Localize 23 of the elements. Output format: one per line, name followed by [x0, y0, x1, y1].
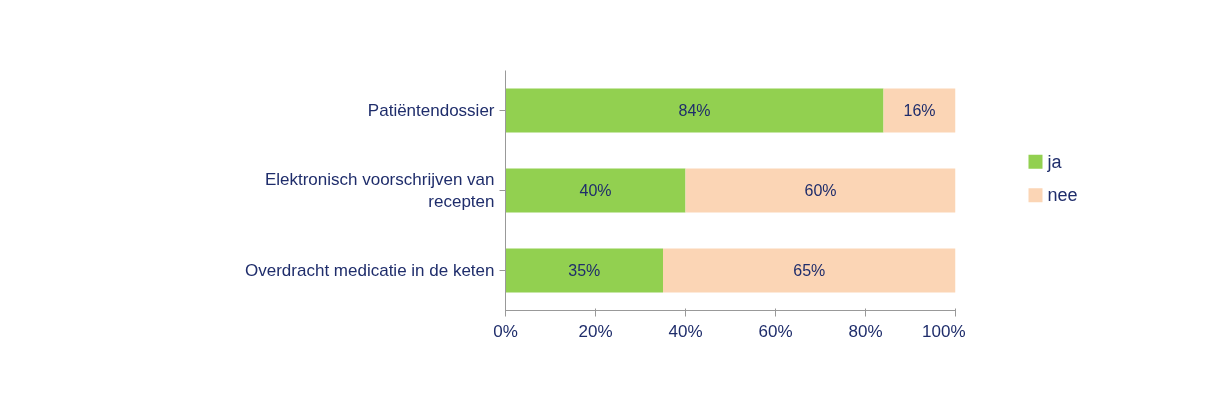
data-label: 16%	[903, 102, 936, 119]
data-label: 40%	[579, 182, 612, 199]
x-tick-label: 40%	[668, 321, 703, 341]
x-tick-label: 100%	[922, 321, 966, 341]
data-label: 35%	[568, 262, 601, 279]
data-label: 60%	[804, 182, 837, 199]
legend-label: ja	[1046, 151, 1063, 172]
x-tick-label: 80%	[848, 321, 883, 341]
data-label: 84%	[678, 102, 711, 119]
x-tick-label: 20%	[578, 321, 613, 341]
y-tick-label: Elektronisch voorschrijven van recepten	[264, 169, 495, 212]
x-tick-label: 0%	[493, 321, 518, 341]
y-tick-label: Patiëntendossier	[367, 101, 495, 120]
bar	[505, 168, 686, 213]
bar	[685, 168, 956, 213]
bar	[505, 248, 663, 293]
y-tick-label: Overdracht medicatie in de keten	[245, 261, 495, 280]
bar	[505, 88, 884, 133]
bar	[883, 88, 956, 133]
data-label: 65%	[793, 262, 826, 279]
legend-label: nee	[1047, 185, 1078, 206]
bar	[663, 248, 956, 293]
x-tick-label: 60%	[758, 321, 793, 341]
